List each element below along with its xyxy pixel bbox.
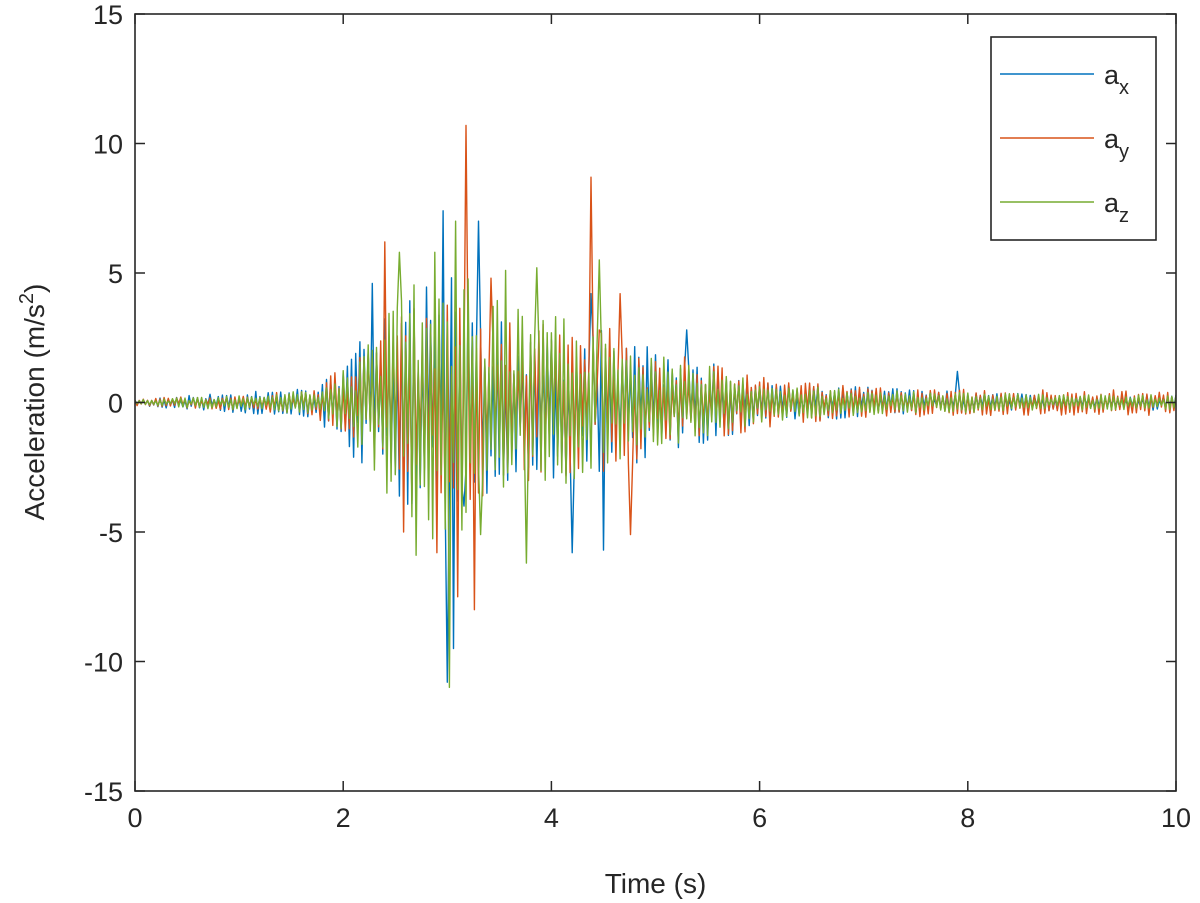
ticks-layer: 0 2 4 6 8 10 -15 -10 -5 0 5 10 15 [84,0,1191,833]
y-axis-title-end: ) [19,284,50,293]
y-axis-title-main: Acceleration (m/s [19,304,50,520]
x-axis-title: Time (s) [605,868,707,899]
x-tick-label: 2 [336,803,351,833]
legend-label-subscript: x [1119,77,1129,99]
legend-label-subscript: y [1119,141,1129,163]
y-tick-label: 0 [108,389,123,419]
x-tick-label: 6 [752,803,767,833]
y-axis-title: Acceleration (m/s2) [16,284,50,521]
y-tick-label: -5 [99,518,123,548]
y-axis-title-superscript: 2 [16,293,38,304]
legend-label-ax: ax [1104,60,1129,99]
x-tick-label: 10 [1161,803,1191,833]
legend-label-base: a [1104,60,1120,90]
legend-label-subscript: z [1119,205,1129,227]
legend-label-base: a [1104,124,1120,154]
y-tick-label: 10 [93,130,123,160]
y-tick-label: -15 [84,777,123,807]
series-az-line [135,220,1176,689]
series-layer [135,124,1176,689]
legend-label-ay: ay [1104,124,1129,163]
y-tick-label: 15 [93,0,123,30]
x-tick-label: 4 [544,803,559,833]
y-tick-label: -10 [84,648,123,678]
x-tick-label: 0 [127,803,142,833]
x-tick-label: 8 [960,803,975,833]
y-tick-label: 5 [108,259,123,289]
legend-label-base: a [1104,188,1120,218]
legend-label-az: az [1104,188,1129,227]
